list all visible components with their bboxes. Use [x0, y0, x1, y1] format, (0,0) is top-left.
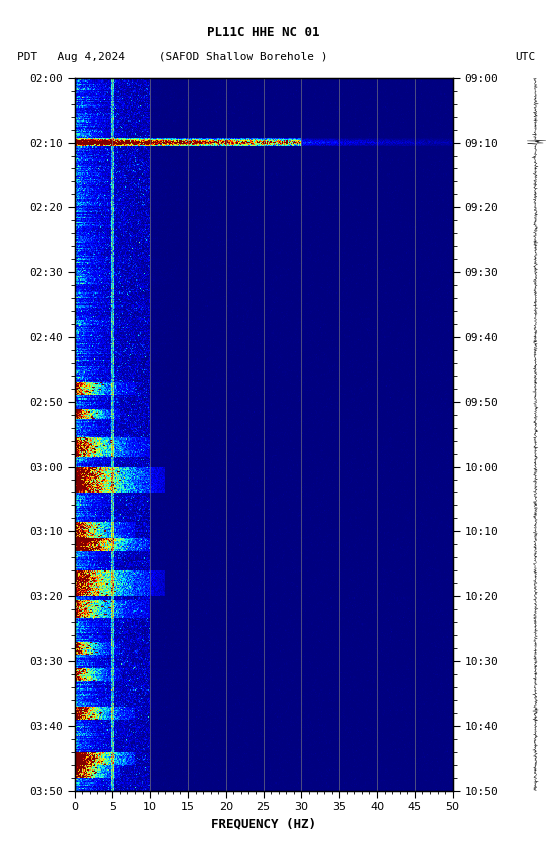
Text: PL11C HHE NC 01: PL11C HHE NC 01: [208, 26, 320, 39]
Text: PDT   Aug 4,2024     (SAFOD Shallow Borehole ): PDT Aug 4,2024 (SAFOD Shallow Borehole ): [17, 52, 327, 62]
X-axis label: FREQUENCY (HZ): FREQUENCY (HZ): [211, 818, 316, 831]
Text: UTC: UTC: [515, 52, 535, 62]
